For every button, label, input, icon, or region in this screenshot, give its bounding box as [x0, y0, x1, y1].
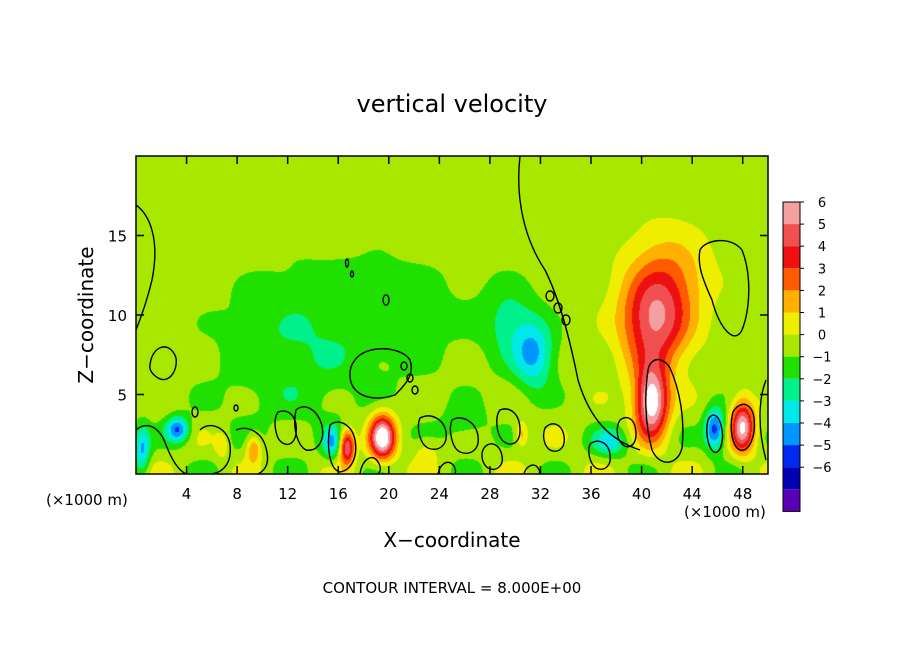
contour-line	[135, 204, 156, 331]
x-tick-label: 8	[232, 485, 242, 503]
x-tick-label: 32	[531, 485, 550, 503]
contour-line	[417, 415, 447, 450]
contour-line	[349, 270, 355, 278]
contour-line	[561, 314, 571, 326]
colorbar-swatch	[783, 378, 800, 401]
contour-line	[553, 302, 563, 314]
heatmap-field	[136, 156, 768, 474]
colorbar-swatch	[783, 356, 800, 379]
colorbar-swatch	[783, 268, 800, 291]
contour-line	[706, 414, 724, 454]
contour-line	[545, 290, 555, 302]
contour-line	[588, 440, 611, 470]
contour-line	[481, 443, 503, 470]
colorbar-label: 2	[818, 284, 826, 299]
contour-line	[698, 239, 750, 337]
contour-line	[235, 427, 269, 475]
colorbar-swatch	[783, 400, 800, 423]
y-axis-label: Z−coordinate	[74, 246, 98, 383]
contour-line	[199, 425, 231, 475]
colorbar-label: −3	[812, 395, 831, 410]
plot-area	[135, 155, 769, 475]
x-axis-label: X−coordinate	[383, 528, 520, 552]
contour-line	[135, 425, 187, 475]
colorbar-swatch	[783, 334, 800, 357]
contour-line	[294, 406, 324, 451]
contour-line	[759, 379, 767, 461]
contour-line	[400, 361, 408, 371]
colorbar-swatch	[783, 224, 800, 247]
colorbar-label: 4	[818, 240, 826, 255]
x-tick-label: 4	[182, 485, 192, 503]
x-tick-label: 24	[430, 485, 449, 503]
x-tick-label: 20	[379, 485, 398, 503]
colorbar-swatch	[783, 423, 800, 446]
contour-line	[411, 385, 419, 395]
contour-line	[437, 461, 457, 475]
colorbar-swatch	[783, 246, 800, 269]
contour-line	[496, 408, 521, 445]
contour-line	[730, 403, 756, 451]
colorbar-label: 3	[818, 262, 826, 277]
contour-line	[406, 373, 414, 383]
colorbar-label: −6	[812, 461, 831, 476]
x-unit-left: (×1000 m)	[46, 491, 128, 509]
contour-line	[344, 258, 350, 268]
y-tick-label: 10	[108, 307, 127, 325]
x-unit-right: (×1000 m)	[684, 503, 766, 521]
contour-line	[274, 410, 297, 445]
contour-line	[191, 406, 199, 418]
x-tick-label: 48	[733, 485, 752, 503]
colorbar: 6 5 4 3 2 1 0 −1 −2 −3 −4 −5 −6	[782, 196, 832, 512]
contour-line	[616, 416, 637, 448]
x-tick-label: 44	[683, 485, 702, 503]
contour-interval: CONTOUR INTERVAL = 8.000E+00	[323, 579, 582, 597]
contour-line	[382, 294, 390, 306]
contour-line	[349, 348, 412, 399]
colorbar-label: 5	[818, 218, 826, 233]
contour-line	[645, 358, 684, 463]
colorbar-label: 6	[818, 196, 826, 211]
contour-line	[449, 417, 479, 454]
colorbar-swatch	[783, 312, 800, 335]
colorbar-label: −5	[812, 439, 831, 454]
colorbar-swatch	[783, 489, 800, 512]
contour-line	[327, 421, 357, 473]
x-axis: 4 8 12 16 20 24 28 32 36 40 44 48	[182, 156, 752, 503]
colorbar-swatch	[783, 202, 800, 225]
colorbar-swatch	[783, 290, 800, 313]
x-tick-label: 40	[632, 485, 651, 503]
contour-lines	[135, 155, 767, 475]
y-tick-label: 15	[108, 228, 127, 246]
x-tick-label: 16	[329, 485, 348, 503]
chart-title: vertical velocity	[357, 90, 548, 118]
colorbar-label: 0	[818, 329, 826, 344]
y-tick-label: 5	[117, 387, 127, 405]
x-tick-label: 36	[581, 485, 600, 503]
colorbar-label: −2	[812, 373, 831, 388]
colorbar-swatch	[783, 445, 800, 468]
colorbar-swatch	[783, 467, 800, 490]
contour-line	[542, 423, 565, 452]
x-tick-label: 12	[278, 485, 297, 503]
contour-line	[233, 404, 239, 412]
x-tick-label: 28	[480, 485, 499, 503]
contour-line	[359, 456, 381, 475]
contour-line	[149, 346, 177, 381]
colorbar-label: −1	[812, 351, 831, 366]
colorbar-label: 1	[818, 307, 826, 322]
y-axis: 5 10 15	[108, 228, 768, 405]
contour-line	[523, 464, 541, 475]
colorbar-label: −4	[812, 417, 831, 432]
